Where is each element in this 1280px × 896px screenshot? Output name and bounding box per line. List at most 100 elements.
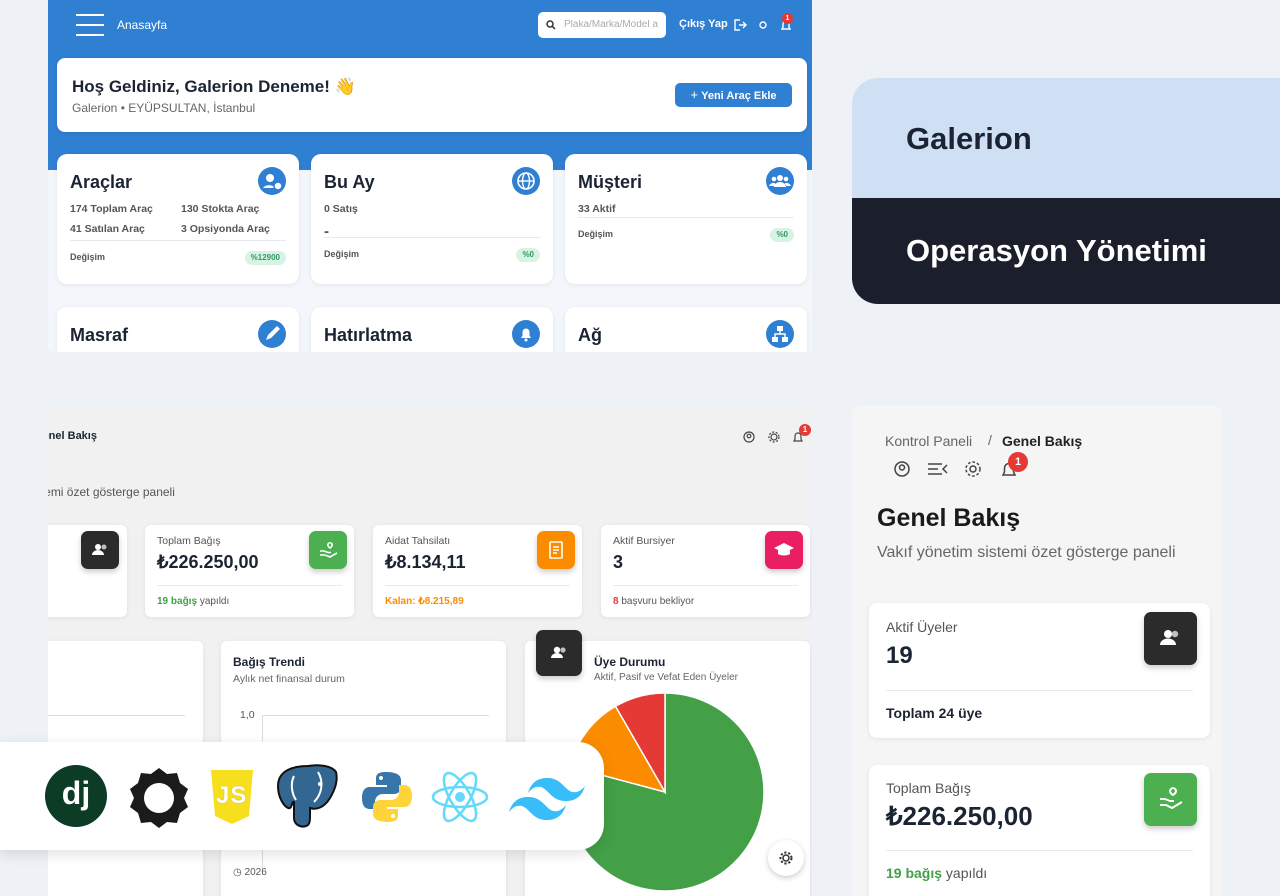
stat-card: Araçlar 174 Toplam Araç 130 Stokta Araç 41 … [57, 154, 299, 284]
search-icon [546, 20, 556, 30]
card-icon [258, 320, 286, 348]
search-box[interactable]: Plaka/Marka/Model a [538, 12, 666, 38]
product-label: Galerion [906, 121, 1032, 156]
mobile-screen: Kontrol Paneli / Genel Bakış 1 Genel Bak… [852, 405, 1222, 896]
dashboard-subtitle: Vakıf yönetim sistemi özet gösterge pane… [48, 485, 175, 499]
icon-glyph [772, 326, 788, 342]
card-label: Aktif Üyeler [886, 619, 958, 635]
stat-label: Aktif Bursiyer [613, 535, 675, 547]
card-stat: - [324, 223, 329, 240]
stat-value: 3 [613, 552, 624, 572]
card-stat: 41 Satılan Araç [70, 223, 145, 235]
card-title: Araçlar [70, 172, 133, 192]
card-icon [512, 320, 540, 348]
divider [613, 585, 798, 586]
divider [385, 585, 570, 586]
trend-y-tick: 1,0 [240, 709, 255, 721]
change-pill: %0 [770, 228, 794, 242]
icon-glyph [266, 326, 280, 340]
add-vehicle-button[interactable]: + Yeni Araç Ekle [675, 83, 792, 107]
welcome-title: Hoş Geldiniz, Galerion Deneme! 👋 [72, 77, 356, 96]
card-icon [766, 167, 794, 195]
stat-icon [309, 531, 347, 569]
divider [70, 240, 286, 241]
stat-icon [537, 531, 575, 569]
divider [886, 690, 1193, 691]
card-title: Hatırlatma [324, 325, 413, 345]
plus-icon: + [690, 87, 699, 102]
change-label: Değişim [578, 229, 614, 239]
card-label: Toplam Bağış [886, 780, 971, 796]
trend-year: 2026 [244, 867, 267, 878]
members-icon [1144, 612, 1197, 665]
stat-card: Bu Ay 0 Satış - Değişim %0 [311, 154, 553, 284]
card-stat: 0 Satış [324, 203, 358, 215]
stat-value: ₺226.250,00 [157, 552, 259, 572]
icon-glyph [263, 174, 283, 191]
stat-note: Kalan: ₺8.215,89 [385, 597, 464, 607]
divider [157, 585, 342, 586]
stat-card: Aktif Bursiyer 3 8 başvuru bekliyor [601, 525, 810, 617]
note-text: yapıldı [199, 596, 230, 607]
breadcrumb-separator: / [988, 432, 992, 448]
menu-icon[interactable] [76, 13, 104, 37]
settings-fab[interactable] [768, 840, 804, 876]
icon-glyph [774, 543, 794, 556]
active-members-card: Aktif Üyeler 19 Toplam 24 üye [869, 603, 1210, 738]
card-stat: 174 Toplam Araç [70, 203, 153, 215]
members-card-icon [536, 630, 582, 676]
gear-logo [130, 768, 188, 828]
python-logo [362, 772, 412, 822]
breadcrumb-current: Genel Bakış [1002, 433, 1083, 449]
divider [578, 217, 794, 218]
card-value: ₺226.250,00 [886, 801, 1033, 831]
donation-icon [1144, 773, 1197, 826]
card-title: Müşteri [578, 172, 643, 192]
product-label-box: Galerion [852, 78, 1280, 198]
change-pill: %0 [516, 248, 540, 262]
galerion-screen: Anasayfa Plaka/Marka/Model a Çıkış Yap 1… [48, 0, 812, 352]
stat-card: Müşteri 33 Aktif Değişim %0 [565, 154, 807, 284]
clock-icon: ◷ [233, 867, 245, 878]
stat-note: 8 başvuru bekliyor [613, 597, 694, 607]
divider [324, 237, 540, 238]
breadcrumb-root[interactable]: Kontrol Paneli [885, 433, 973, 449]
change-label: Değişim [324, 249, 360, 259]
dashboard-title: Genel Bakış [48, 430, 97, 442]
stat-card: Toplam Bağış ₺226.250,00 19 bağış yapıldı [145, 525, 354, 617]
js-logo [211, 770, 253, 824]
note-strong: 8 [613, 596, 619, 607]
mobile-badge: 1 [1008, 452, 1028, 472]
icon-glyph [769, 175, 791, 187]
nav-title[interactable]: Anasayfa [117, 18, 168, 32]
trend-grid-line [262, 715, 489, 716]
welcome-card: Hoş Geldiniz, Galerion Deneme! 👋 Galerio… [57, 58, 807, 132]
stat-card: Hatırlatma [311, 307, 553, 352]
stat-icon [765, 531, 803, 569]
module-label: Operasyon Yönetimi [906, 233, 1207, 268]
welcome-subtitle: Galerion • EYÜPSULTAN, İstanbul [72, 101, 256, 115]
trend-footer: ◷ 2026 [233, 868, 267, 878]
note-strong: 19 bağış [157, 596, 198, 607]
note-strong: Kalan: ₺8.215,89 [385, 596, 464, 607]
tech-stack-card: dj JS [0, 742, 604, 850]
logout[interactable]: Çıkış Yap [679, 18, 728, 30]
button-label: Yeni Araç Ekle [701, 90, 777, 102]
mobile-subtitle: Vakıf yönetim sistemi özet gösterge pane… [877, 544, 1176, 561]
stat-note: 19 bağış yapıldı [157, 597, 229, 607]
icon-glyph [517, 172, 535, 190]
card-value: 19 [886, 642, 913, 669]
react-logo [431, 771, 489, 823]
icon-glyph [549, 541, 563, 559]
mobile-icons [894, 461, 1017, 477]
js-label: JS [216, 782, 248, 809]
stat-label: Toplam Bağış [157, 535, 221, 547]
card-note: 19 bağış yapıldı [886, 866, 987, 880]
donation-card: Toplam Bağış ₺226.250,00 19 bağış yapıld… [869, 765, 1210, 896]
card-title: Masraf [70, 325, 129, 345]
pie-slice [614, 692, 666, 795]
card-icon [258, 167, 286, 195]
note-strong: 19 bağış [886, 865, 943, 881]
